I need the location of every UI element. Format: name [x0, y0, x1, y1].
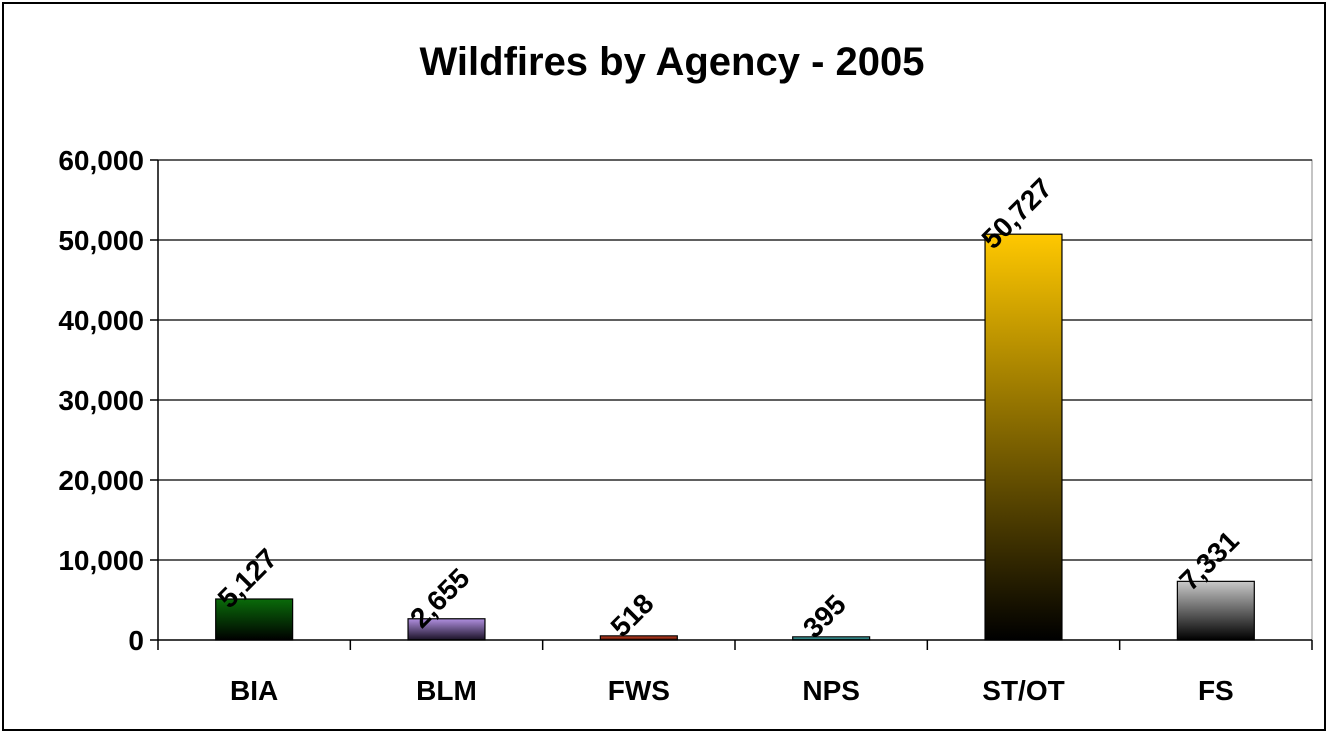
- y-tick-label: 10,000: [58, 545, 144, 576]
- x-tick-label: ST/OT: [982, 675, 1064, 706]
- y-tick-label: 40,000: [58, 305, 144, 336]
- x-tick-label: FS: [1198, 675, 1234, 706]
- x-axis-ticks: BIA BLM FWS NPS ST/OT FS: [157, 640, 1313, 706]
- y-tick-label: 30,000: [58, 385, 144, 416]
- data-label: 518: [605, 588, 660, 643]
- y-axis-ticks: 0 10,000 20,000 30,000 40,000 50,000 60,000: [58, 145, 158, 656]
- y-tick-label: 60,000: [58, 145, 144, 176]
- y-tick-label: 50,000: [58, 225, 144, 256]
- y-tick-label: 20,000: [58, 465, 144, 496]
- x-tick-label: NPS: [802, 675, 860, 706]
- y-tick-label: 0: [128, 625, 144, 656]
- x-tick-label: BIA: [230, 675, 278, 706]
- bar-st-ot: [984, 233, 1063, 641]
- x-tick-label: BLM: [416, 675, 477, 706]
- data-label: 395: [797, 589, 852, 644]
- gridlines: [157, 159, 1313, 641]
- bars: [215, 233, 1255, 641]
- chart-title: Wildfires by Agency - 2005: [420, 40, 925, 84]
- x-tick-label: FWS: [608, 675, 670, 706]
